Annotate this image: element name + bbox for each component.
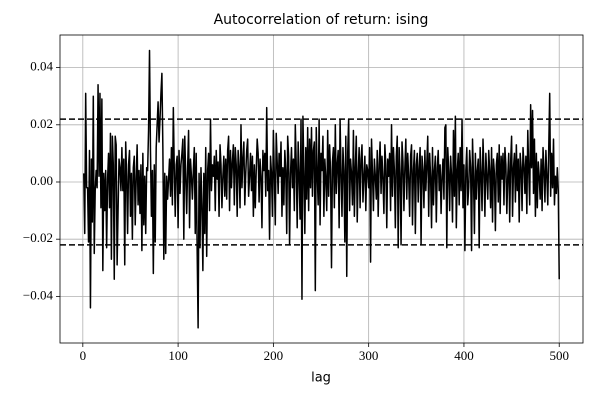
y-tick-label: 0.02 — [30, 116, 53, 131]
data-line — [83, 49, 560, 329]
x-tick-label: 200 — [264, 348, 284, 363]
y-tick-label: −0.04 — [23, 287, 54, 302]
y-tick-label: 0.00 — [30, 173, 53, 188]
y-tick-label: −0.02 — [23, 230, 53, 245]
chart-title: Autocorrelation of return: ising — [214, 12, 429, 28]
x-tick-label: 0 — [80, 348, 87, 363]
x-tick-label: 400 — [454, 348, 474, 363]
x-tick-label: 100 — [168, 348, 188, 363]
plot-frame — [59, 34, 584, 344]
x-tick-label: 300 — [359, 348, 379, 363]
y-tick-label: 0.04 — [30, 59, 53, 74]
x-axis-label: lag — [311, 371, 331, 386]
x-tick-label: 500 — [549, 348, 569, 363]
